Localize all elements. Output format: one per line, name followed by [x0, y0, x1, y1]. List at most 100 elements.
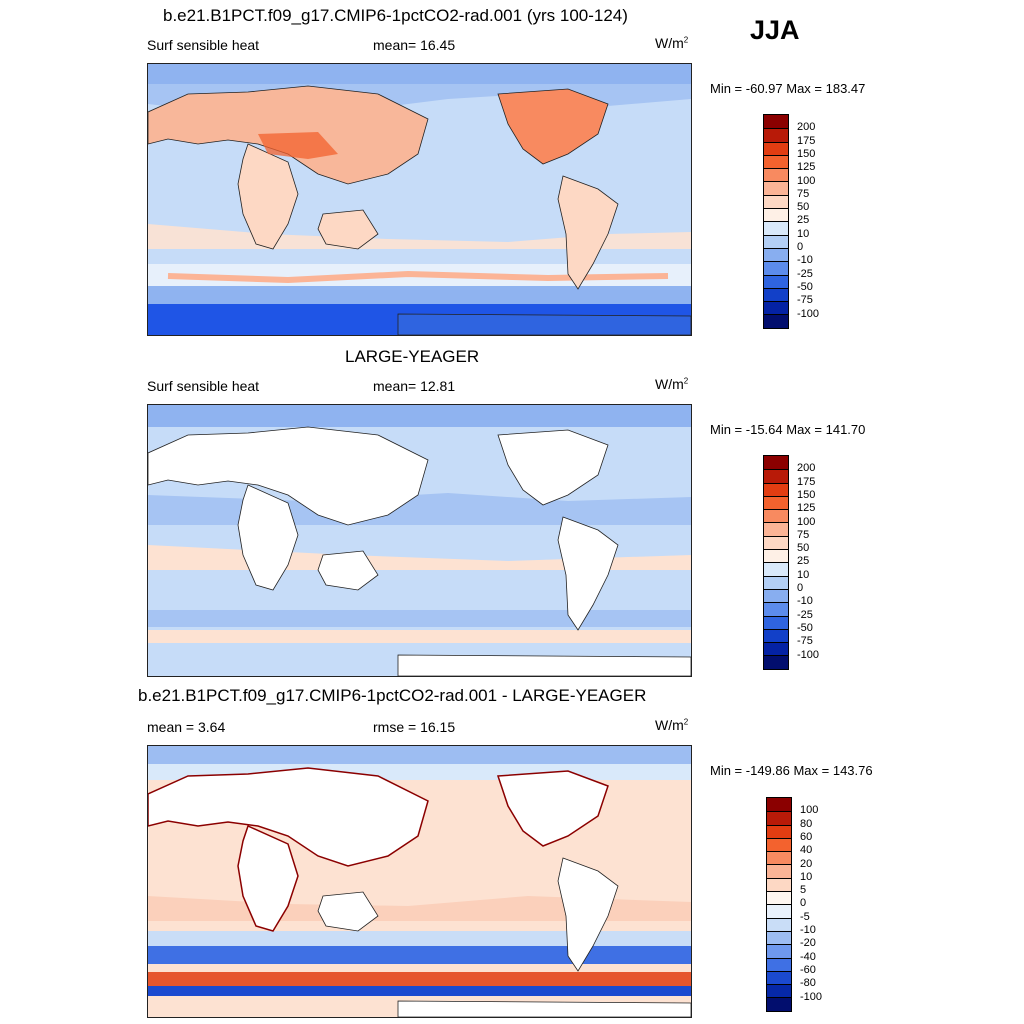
- colorbar-tick-label: 125: [797, 161, 816, 174]
- colorbar-tick-label: 5: [800, 884, 807, 897]
- panel-1-mean-label: mean= 16.45: [373, 37, 456, 53]
- colorbar-tick-label: -80: [800, 977, 816, 990]
- colorbar-swatch: [764, 575, 788, 589]
- colorbar-swatch: [764, 154, 788, 169]
- colorbar-tick-label: 80: [800, 817, 813, 830]
- colorbar-tick-label: 0: [797, 582, 804, 594]
- colorbar-tick-label: 100: [797, 174, 816, 187]
- colorbar-tick-label: 0: [800, 897, 807, 910]
- colorbar-tick-label: -50: [797, 621, 813, 634]
- panel-3-minmax: Min = -149.86 Max = 143.76: [710, 763, 873, 778]
- panel-1-minmax: Min = -60.97 Max = 183.47: [710, 81, 866, 96]
- colorbar-swatch: [764, 141, 788, 155]
- panel-3-map: [147, 745, 692, 1018]
- colorbar-tick-label: -75: [797, 294, 813, 307]
- colorbar-swatch: [767, 984, 791, 998]
- colorbar-tick-label: 20: [800, 857, 813, 870]
- colorbar-swatch: [764, 194, 788, 209]
- colorbar-swatch: [764, 301, 788, 315]
- panel-1-colorbar: [763, 114, 789, 329]
- colorbar-swatch: [764, 642, 788, 656]
- colorbar-swatch: [764, 482, 788, 496]
- panel-2-variable-label: Surf sensible heat: [147, 378, 260, 394]
- colorbar-swatch: [764, 495, 788, 510]
- colorbar-tick-label: 150: [797, 488, 816, 501]
- colorbar-swatch: [764, 208, 788, 222]
- panel-2-map: [147, 404, 692, 677]
- panel-3-units: W/m2: [655, 717, 689, 733]
- panel-3-colorbar: [766, 797, 792, 1012]
- colorbar-swatch: [764, 261, 788, 275]
- colorbar-tick-label: 10: [797, 227, 810, 240]
- colorbar-tick-label: 0: [797, 241, 804, 253]
- colorbar-tick-label: -5: [800, 910, 810, 923]
- colorbar-tick-label: -100: [800, 990, 823, 1003]
- colorbar-swatch: [764, 247, 788, 262]
- colorbar-swatch: [764, 602, 788, 616]
- colorbar-swatch: [767, 970, 791, 985]
- colorbar-tick-label: 75: [797, 187, 810, 200]
- colorbar-tick-label: 200: [797, 462, 816, 475]
- colorbar-tick-label: -40: [800, 950, 816, 963]
- colorbar-tick-label: 175: [797, 475, 816, 488]
- colorbar-tick-label: -10: [800, 924, 816, 936]
- colorbar-swatch: [767, 851, 791, 865]
- colorbar-swatch: [764, 274, 788, 288]
- colorbar-swatch: [764, 168, 788, 182]
- colorbar-swatch: [767, 811, 791, 825]
- colorbar-swatch: [764, 549, 788, 563]
- colorbar-tick-label: -100: [797, 307, 820, 320]
- colorbar-swatch: [767, 798, 791, 812]
- colorbar-tick-label: 150: [797, 147, 816, 160]
- colorbar-tick-label: 25: [797, 214, 810, 227]
- panel-3-rmse-label: rmse = 16.15: [373, 719, 456, 735]
- colorbar-swatch: [764, 535, 788, 550]
- colorbar-tick-label: -25: [797, 608, 813, 621]
- colorbar-swatch: [764, 181, 788, 195]
- colorbar-tick-label: 50: [797, 542, 810, 555]
- colorbar-tick-label: 100: [797, 515, 816, 528]
- colorbar-swatch: [764, 655, 788, 669]
- colorbar-tick-label: -10: [797, 595, 813, 608]
- colorbar-swatch: [767, 891, 791, 905]
- colorbar-swatch: [764, 115, 788, 129]
- colorbar-tick-label: 125: [797, 502, 816, 515]
- colorbar-tick-label: 25: [797, 555, 810, 568]
- colorbar-swatch: [767, 917, 791, 931]
- panel-2-mean-label: mean= 12.81: [373, 378, 456, 394]
- colorbar-swatch: [764, 522, 788, 536]
- colorbar-tick-label: -75: [797, 635, 813, 648]
- colorbar-swatch: [767, 997, 791, 1011]
- colorbar-swatch: [764, 221, 788, 235]
- colorbar-tick-label: -100: [797, 648, 820, 661]
- colorbar-tick-label: 10: [797, 568, 810, 581]
- colorbar-tick-label: -60: [800, 963, 816, 976]
- colorbar-tick-label: -10: [797, 254, 813, 267]
- colorbar-tick-label: 60: [800, 830, 813, 843]
- colorbar-tick-label: 100: [800, 804, 819, 817]
- colorbar-tick-label: -20: [800, 937, 816, 950]
- colorbar-swatch: [767, 944, 791, 958]
- colorbar-tick-label: -25: [797, 267, 813, 280]
- panel-2-minmax: Min = -15.64 Max = 141.70: [710, 422, 866, 437]
- colorbar-swatch: [767, 877, 791, 892]
- colorbar-swatch: [764, 234, 788, 248]
- colorbar-tick-label: 175: [797, 134, 816, 147]
- colorbar-swatch: [767, 837, 791, 852]
- panel-1-title: b.e21.B1PCT.f09_g17.CMIP6-1pctCO2-rad.00…: [163, 6, 628, 25]
- colorbar-swatch: [767, 864, 791, 878]
- colorbar-swatch: [767, 904, 791, 918]
- colorbar-swatch: [764, 128, 788, 142]
- colorbar-swatch: [764, 469, 788, 483]
- colorbar-swatch: [767, 957, 791, 971]
- colorbar-tick-label: 10: [800, 870, 813, 883]
- colorbar-swatch: [764, 562, 788, 576]
- colorbar-swatch: [764, 615, 788, 629]
- colorbar-swatch: [764, 314, 788, 328]
- season-label: JJA: [750, 15, 800, 45]
- colorbar-tick-label: 75: [797, 528, 810, 541]
- colorbar-swatch: [764, 628, 788, 643]
- colorbar-tick-label: 200: [797, 121, 816, 134]
- colorbar-swatch: [764, 287, 788, 302]
- panel-1-map: [147, 63, 692, 336]
